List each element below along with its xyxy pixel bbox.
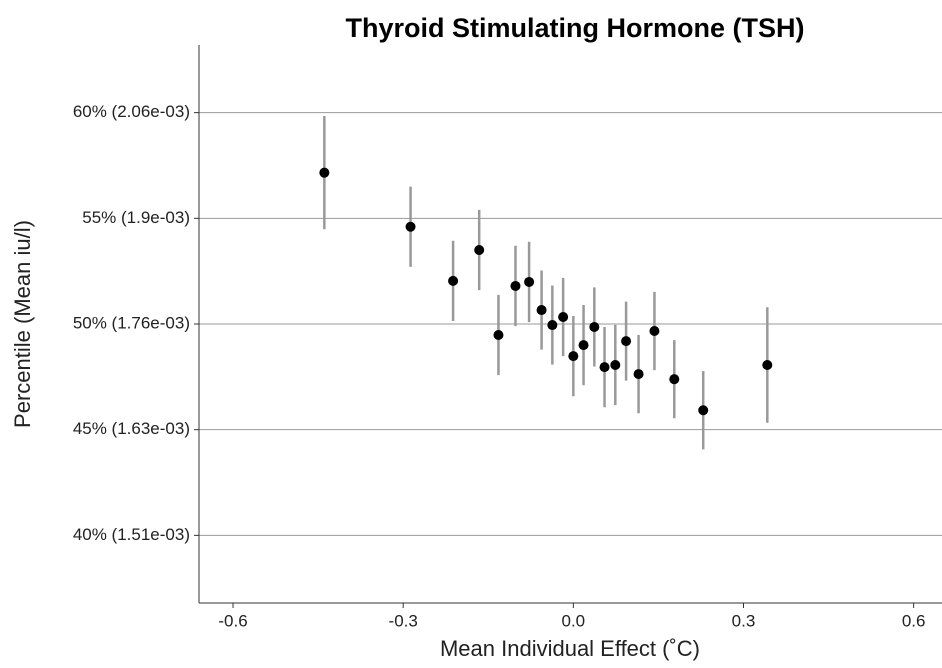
x-tick-label: 0.6	[902, 611, 926, 630]
x-axis-label: Mean Individual Effect (˚C)	[440, 636, 700, 661]
y-tick-label: 50% (1.76e-03)	[73, 313, 190, 332]
point	[649, 325, 660, 336]
point	[448, 275, 459, 286]
x-tick-label: -0.6	[218, 611, 247, 630]
y-axis-label: Percentile (Mean iu/l)	[10, 220, 35, 428]
y-tick-label: 60% (2.06e-03)	[73, 102, 190, 121]
point	[568, 351, 579, 362]
x-tick-label: -0.3	[389, 611, 418, 630]
point	[547, 320, 558, 331]
point	[474, 245, 485, 256]
point	[524, 276, 535, 287]
point	[578, 340, 589, 351]
point	[510, 280, 521, 291]
x-tick-label: 0.0	[562, 611, 586, 630]
point	[698, 405, 709, 416]
point	[621, 336, 632, 347]
y-tick-label: 45% (1.63e-03)	[73, 419, 190, 438]
chart-title: Thyroid Stimulating Hormone (TSH)	[346, 13, 805, 43]
point	[589, 321, 600, 332]
point	[633, 369, 644, 380]
point	[493, 329, 504, 340]
y-tick-label: 55% (1.9e-03)	[82, 208, 190, 227]
point	[610, 360, 621, 371]
point	[536, 305, 547, 316]
point	[669, 374, 680, 385]
point	[762, 360, 773, 371]
point	[558, 312, 569, 323]
point	[319, 167, 330, 178]
x-tick-label: 0.3	[732, 611, 756, 630]
point	[599, 362, 610, 373]
y-tick-label: 40% (1.51e-03)	[73, 525, 190, 544]
point	[405, 221, 416, 232]
